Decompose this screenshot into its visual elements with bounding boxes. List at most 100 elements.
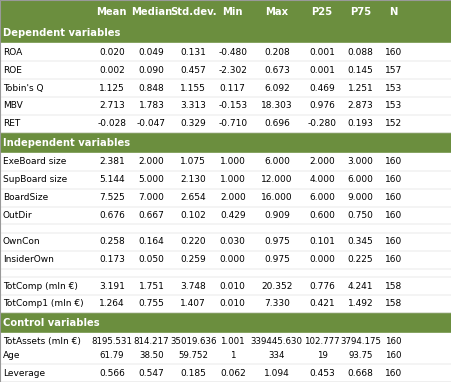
Text: 6.092: 6.092	[263, 84, 289, 92]
Text: -0.047: -0.047	[137, 119, 166, 128]
Text: P25: P25	[311, 6, 332, 17]
Text: 0.020: 0.020	[99, 48, 124, 57]
Text: 0.329: 0.329	[180, 119, 206, 128]
Bar	[0, 189, 451, 207]
Text: Std.dev.: Std.dev.	[170, 6, 216, 17]
Text: 0.062: 0.062	[220, 369, 245, 377]
Text: 1: 1	[230, 351, 235, 360]
Text: 1.251: 1.251	[347, 84, 373, 92]
Text: 3794.175: 3794.175	[339, 337, 380, 346]
Text: 0.600: 0.600	[308, 211, 334, 220]
Text: 5.144: 5.144	[99, 175, 124, 184]
Text: 0.090: 0.090	[138, 66, 164, 75]
Text: 59.752: 59.752	[178, 351, 208, 360]
Text: 1.751: 1.751	[138, 282, 164, 291]
Bar	[0, 313, 451, 333]
Text: -0.480: -0.480	[218, 48, 247, 57]
Text: 1.075: 1.075	[180, 157, 206, 167]
Text: 0.676: 0.676	[99, 211, 124, 220]
Text: Median: Median	[130, 6, 172, 17]
Text: 0.220: 0.220	[180, 237, 206, 246]
Text: InsiderOwn: InsiderOwn	[3, 255, 54, 264]
Text: 3.748: 3.748	[180, 282, 206, 291]
Bar	[0, 333, 451, 364]
Text: 814.217: 814.217	[133, 337, 169, 346]
Text: 0.001: 0.001	[308, 48, 334, 57]
Text: 160: 160	[384, 369, 401, 377]
Text: 153: 153	[384, 84, 401, 92]
Text: 1.492: 1.492	[347, 299, 373, 309]
Bar	[0, 133, 451, 153]
Text: 6.000: 6.000	[347, 175, 373, 184]
Text: 0.668: 0.668	[347, 369, 373, 377]
Bar	[0, 62, 451, 79]
Text: 0.258: 0.258	[99, 237, 124, 246]
Text: 0.000: 0.000	[219, 255, 245, 264]
Text: 0.457: 0.457	[180, 66, 206, 75]
Text: 6.000: 6.000	[308, 193, 334, 202]
Text: 1.407: 1.407	[180, 299, 206, 309]
Text: 102.777: 102.777	[304, 337, 339, 346]
Text: Max: Max	[265, 6, 288, 17]
Text: 160: 160	[384, 351, 400, 360]
Text: 93.75: 93.75	[347, 351, 372, 360]
Text: 0.667: 0.667	[138, 211, 164, 220]
Text: 4.000: 4.000	[308, 175, 334, 184]
Text: N: N	[388, 6, 396, 17]
Bar	[0, 153, 451, 171]
Text: 153: 153	[384, 102, 401, 110]
Text: 0.001: 0.001	[308, 66, 334, 75]
Text: 0.259: 0.259	[180, 255, 206, 264]
Text: 3.000: 3.000	[347, 157, 373, 167]
Text: 0.755: 0.755	[138, 299, 164, 309]
Text: 158: 158	[384, 299, 401, 309]
Text: 334: 334	[268, 351, 285, 360]
Text: 8195.531: 8195.531	[91, 337, 132, 346]
Text: 0.000: 0.000	[308, 255, 334, 264]
Bar	[0, 277, 451, 295]
Text: 19: 19	[316, 351, 327, 360]
Text: 35019.636: 35019.636	[170, 337, 216, 346]
Text: ROA: ROA	[3, 48, 22, 57]
Text: 1.000: 1.000	[219, 157, 245, 167]
Text: 0.469: 0.469	[308, 84, 334, 92]
Text: OwnCon: OwnCon	[3, 237, 40, 246]
Text: Dependent variables: Dependent variables	[3, 28, 120, 38]
Text: 0.050: 0.050	[138, 255, 164, 264]
Text: OutDir: OutDir	[3, 211, 32, 220]
Bar	[0, 79, 451, 97]
Text: 1.094: 1.094	[263, 369, 289, 377]
Text: 0.975: 0.975	[263, 237, 289, 246]
Text: Control variables: Control variables	[3, 318, 99, 328]
Text: BoardSize: BoardSize	[3, 193, 48, 202]
Text: 0.049: 0.049	[138, 48, 164, 57]
Text: 0.975: 0.975	[263, 255, 289, 264]
Text: SupBoard size: SupBoard size	[3, 175, 67, 184]
Text: 0.101: 0.101	[308, 237, 334, 246]
Bar	[0, 207, 451, 224]
Text: 2.654: 2.654	[180, 193, 206, 202]
Text: -0.028: -0.028	[97, 119, 126, 128]
Text: 0.673: 0.673	[263, 66, 289, 75]
Text: Mean: Mean	[97, 6, 127, 17]
Text: 1.264: 1.264	[99, 299, 124, 309]
Text: 38.50: 38.50	[139, 351, 163, 360]
Text: 9.000: 9.000	[347, 193, 373, 202]
Text: 0.002: 0.002	[99, 66, 124, 75]
Bar	[0, 233, 451, 251]
Bar	[0, 269, 451, 277]
Bar	[0, 97, 451, 115]
Bar	[0, 251, 451, 269]
Text: 7.525: 7.525	[99, 193, 124, 202]
Text: 0.225: 0.225	[347, 255, 373, 264]
Text: 6.000: 6.000	[263, 157, 289, 167]
Text: 0.848: 0.848	[138, 84, 164, 92]
Text: 1.155: 1.155	[180, 84, 206, 92]
Text: 158: 158	[384, 282, 401, 291]
Text: Age: Age	[3, 351, 20, 360]
Text: 12.000: 12.000	[261, 175, 292, 184]
Text: 0.088: 0.088	[347, 48, 373, 57]
Text: TotComp (mln €): TotComp (mln €)	[3, 282, 78, 291]
Text: 0.145: 0.145	[347, 66, 373, 75]
Text: 0.547: 0.547	[138, 369, 164, 377]
